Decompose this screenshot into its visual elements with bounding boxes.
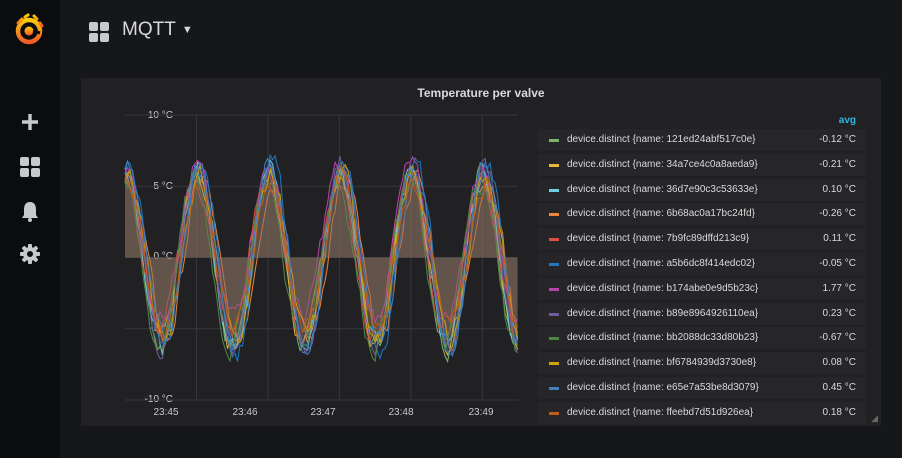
x-tick-label: 23:46 xyxy=(232,407,258,418)
series-avg-value: 0.10 °C xyxy=(822,183,856,195)
series-avg-value: 0.11 °C xyxy=(823,233,856,245)
x-tick-label: 23:48 xyxy=(388,407,414,418)
series-area-fill xyxy=(125,164,518,350)
series-area-fill xyxy=(125,157,518,324)
plus-icon[interactable] xyxy=(19,111,41,133)
series-avg-value: 1.77 °C xyxy=(822,282,856,294)
x-tick-label: 23:49 xyxy=(468,407,494,418)
series-name: device.distinct {name: 7b9fc89dffd213c9} xyxy=(567,233,750,245)
series-name: device.distinct {name: e65e7a53be8d3079} xyxy=(567,382,759,393)
legend-item[interactable]: device.distinct {name: e65e7a53be8d3079}… xyxy=(538,377,866,399)
series-area-fill xyxy=(125,163,518,362)
series-name: device.distinct {name: 121ed24abf517c0e} xyxy=(567,134,756,145)
legend-item[interactable]: device.distinct {name: 7b9fc89dffd213c9}… xyxy=(538,228,866,251)
panel-title[interactable]: Temperature per valve xyxy=(417,86,545,100)
series-avg-value: 0.18 °C xyxy=(822,406,856,418)
series-color-swatch xyxy=(549,188,559,192)
legend-item[interactable]: device.distinct {name: 6b68ac0a17bc24fd}… xyxy=(538,203,866,226)
series-color-swatch xyxy=(549,387,559,390)
series-color-swatch xyxy=(549,263,559,266)
series-name: device.distinct {name: b174abe0e9d5b23c} xyxy=(567,282,759,294)
legend-item[interactable]: device.distinct {name: 36d7e90c3c53633e}… xyxy=(538,178,866,201)
dashboard-title: MQTT xyxy=(122,19,176,40)
series-color-swatch xyxy=(549,337,559,341)
legend-item[interactable]: device.distinct {name: a5b6dc8f414edc02}… xyxy=(538,253,866,275)
series-name: device.distinct {name: 6b68ac0a17bc24fd} xyxy=(567,208,755,220)
series-color-swatch xyxy=(549,411,559,415)
legend-item[interactable]: device.distinct {name: bb2088dc33d80b23}… xyxy=(538,327,866,350)
legend-item[interactable]: device.distinct {name: b174abe0e9d5b23c}… xyxy=(538,277,866,300)
series-avg-value: -0.21 °C xyxy=(819,158,856,170)
sidebar xyxy=(0,0,60,458)
graph-plot-area[interactable] xyxy=(81,78,881,426)
series-name: device.distinct {name: 34a7ce4c0a8aeda9} xyxy=(567,158,758,170)
legend-item[interactable]: device.distinct {name: b89e8964926110ea}… xyxy=(538,302,866,325)
series-avg-value: -0.67 °C xyxy=(819,332,856,344)
legend-item[interactable]: device.distinct {name: 121ed24abf517c0e}… xyxy=(538,129,866,151)
series-avg-value: -0.05 °C xyxy=(819,258,856,269)
series-color-swatch xyxy=(549,362,559,366)
x-tick-label: 23:47 xyxy=(310,407,336,418)
y-tick-label: 0 °C xyxy=(153,251,173,262)
dashboard-title-dropdown[interactable]: MQTT ▼ xyxy=(122,19,193,41)
series-name: device.distinct {name: b89e8964926110ea} xyxy=(567,307,759,319)
series-color-swatch xyxy=(549,312,559,316)
legend-item[interactable]: device.distinct {name: 34a7ce4c0a8aeda9}… xyxy=(538,153,866,176)
series-color-swatch xyxy=(549,139,559,142)
gear-icon[interactable] xyxy=(19,243,41,265)
legend-item[interactable]: device.distinct {name: ffeebd7d51d926ea}… xyxy=(538,401,866,424)
series-avg-value: 0.23 °C xyxy=(822,307,856,319)
series-color-swatch xyxy=(549,287,559,291)
bell-icon[interactable] xyxy=(19,200,41,222)
grafana-logo-icon[interactable] xyxy=(12,13,46,47)
graph-panel: Temperature per valve 10 °C 5 °C 0 °C -5… xyxy=(81,78,881,426)
series-color-swatch xyxy=(549,163,559,167)
legend-item[interactable]: device.distinct {name: bf6784939d3730e8}… xyxy=(538,352,866,375)
series-color-swatch xyxy=(549,213,559,217)
dashboard-grid-icon xyxy=(88,21,110,43)
series-avg-value: 0.45 °C xyxy=(822,382,856,393)
series-avg-value: -0.12 °C xyxy=(819,134,856,145)
series-avg-value: -0.26 °C xyxy=(819,208,856,220)
series-area-fill xyxy=(125,168,518,362)
series-color-swatch xyxy=(549,238,559,242)
series-area-fill xyxy=(125,158,518,355)
resize-handle-icon[interactable]: ◢ xyxy=(871,413,878,423)
series-name: device.distinct {name: a5b6dc8f414edc02} xyxy=(567,258,755,269)
dashboard-navbar: MQTT ▼ xyxy=(60,0,902,62)
series-name: device.distinct {name: ffeebd7d51d926ea} xyxy=(567,406,754,418)
series-avg-value: 0.08 °C xyxy=(822,357,856,369)
legend-avg-header[interactable]: avg xyxy=(838,115,856,126)
series-line xyxy=(124,165,519,340)
series-name: device.distinct {name: 36d7e90c3c53633e} xyxy=(567,183,758,195)
series-area-fill xyxy=(125,166,518,339)
dashboards-icon[interactable] xyxy=(19,156,41,178)
series-line xyxy=(124,157,519,356)
series-name: device.distinct {name: bb2088dc33d80b23} xyxy=(567,332,759,344)
series-name: device.distinct {name: bf6784939d3730e8} xyxy=(567,357,757,369)
x-tick-label: 23:45 xyxy=(153,407,179,418)
caret-down-icon: ▼ xyxy=(181,23,193,36)
